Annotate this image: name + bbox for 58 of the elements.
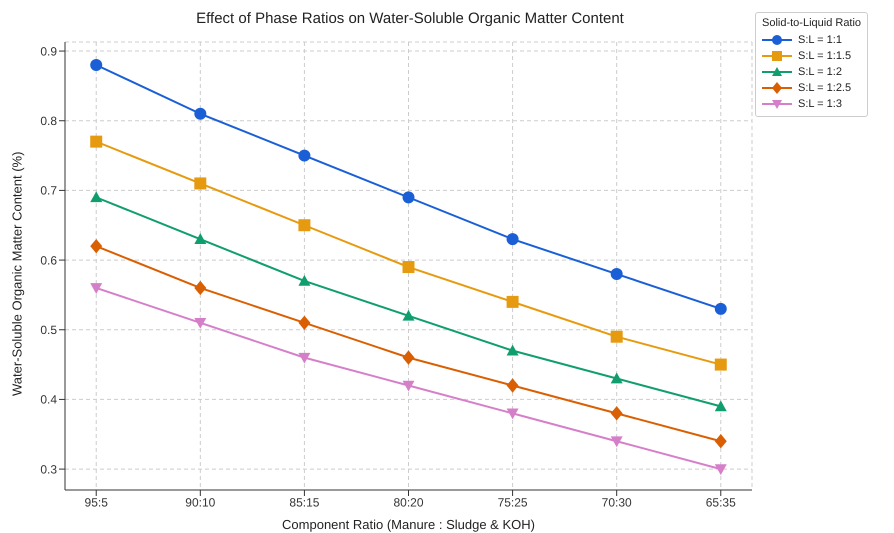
legend-label: S:L = 1:2.5 [798,82,852,94]
x-tick-label: 75:25 [498,496,528,510]
y-tick-label: 0.3 [40,462,58,476]
point [402,261,414,274]
point [506,408,519,420]
x-tick-label: 85:15 [289,496,320,510]
point [90,136,102,148]
point [402,380,414,392]
point [610,268,623,280]
x-tick-label: 90:10 [185,496,216,510]
point [194,318,206,329]
y-axis-title: Water-Soluble Organic Matter Content (%) [10,152,25,396]
point [402,350,414,365]
point [714,400,727,412]
point [714,434,727,448]
y-tick-label: 0.7 [40,184,58,198]
y-tick-label: 0.8 [40,114,58,128]
point [402,310,414,321]
point [714,302,727,315]
y-tick-label: 0.5 [40,323,58,338]
point [610,372,623,384]
point [610,406,623,421]
x-axis-title: Component Ratio (Manure : Sludge & KOH) [282,517,535,532]
point [90,191,102,202]
point [610,330,623,343]
y-tick-label: 0.6 [40,253,58,268]
x-tick-label: 65:35 [706,496,736,510]
y-tick-label: 0.4 [40,392,58,407]
point [506,296,519,308]
point [298,274,310,286]
point [610,436,623,448]
point [402,191,414,204]
legend-label: S:L = 1:1.5 [798,50,852,62]
legend-label: S:L = 1:1 [798,34,842,46]
point [298,352,310,364]
point [194,108,206,120]
chart-title: Effect of Phase Ratios on Water-Soluble Organic Matter Content [195,10,625,27]
point [90,58,102,71]
legend-label: S:L = 1:3 [798,98,842,110]
x-tick-label: 95:5 [84,496,108,510]
point [194,233,206,244]
point [90,238,102,254]
point [506,344,519,356]
legend-label: S:L = 1:2 [798,66,842,78]
point [298,150,310,162]
point [714,358,727,371]
y-tick-label: 0.9 [40,44,58,58]
point [90,283,102,294]
point [714,464,727,476]
point [194,177,206,190]
point [506,233,519,246]
point [194,280,206,296]
point [506,378,519,393]
x-tick-label: 70:30 [602,496,632,510]
legend-title: Solid-to-Liquid Ratio [762,17,862,29]
point [298,219,310,232]
x-tick-label: 80:20 [393,496,424,510]
point [298,316,310,330]
